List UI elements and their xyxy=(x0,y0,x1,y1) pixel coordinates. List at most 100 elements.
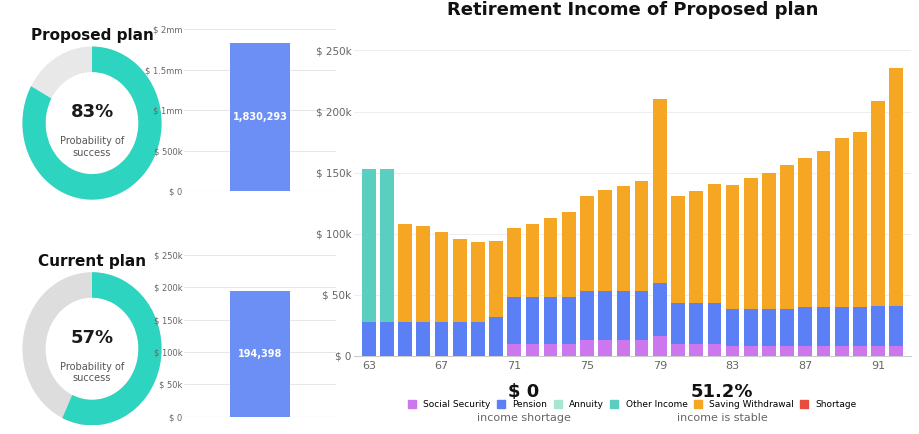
Bar xyxy=(489,317,503,356)
Title: Retirement Income of Proposed plan: Retirement Income of Proposed plan xyxy=(447,1,817,19)
Bar xyxy=(652,283,666,336)
Bar xyxy=(489,241,503,317)
Text: 1,830,293: 1,830,293 xyxy=(233,112,287,122)
Bar xyxy=(634,291,648,340)
Bar xyxy=(798,346,811,356)
Wedge shape xyxy=(22,46,162,200)
Wedge shape xyxy=(22,46,162,200)
Bar xyxy=(634,340,648,356)
Wedge shape xyxy=(62,272,162,425)
Text: income is stable: income is stable xyxy=(675,413,766,423)
Bar xyxy=(616,291,630,340)
Bar xyxy=(725,346,739,356)
Bar xyxy=(671,303,684,344)
Bar xyxy=(707,303,720,344)
Bar xyxy=(852,346,866,356)
Text: income shortage: income shortage xyxy=(476,413,571,423)
Bar xyxy=(230,43,289,191)
Text: 83%: 83% xyxy=(70,103,114,121)
Bar xyxy=(889,346,902,356)
Bar xyxy=(707,344,720,356)
Bar xyxy=(452,322,466,356)
Text: 51.2%: 51.2% xyxy=(690,383,753,401)
Bar xyxy=(543,344,557,356)
Bar xyxy=(434,322,448,356)
Bar xyxy=(889,306,902,346)
Bar xyxy=(688,303,702,344)
Bar xyxy=(398,224,412,322)
Bar xyxy=(761,309,775,346)
Text: Current plan: Current plan xyxy=(38,254,146,269)
Bar xyxy=(743,178,756,309)
Bar xyxy=(816,151,830,307)
Bar xyxy=(616,340,630,356)
Bar xyxy=(870,101,884,306)
Bar xyxy=(743,309,756,346)
Bar xyxy=(671,196,684,303)
Bar xyxy=(507,297,520,344)
Bar xyxy=(834,138,847,307)
Bar xyxy=(230,291,289,417)
Bar xyxy=(870,306,884,346)
Bar xyxy=(688,344,702,356)
Bar xyxy=(525,224,539,297)
Bar xyxy=(416,322,430,356)
Text: Proposed plan: Proposed plan xyxy=(30,28,153,43)
Text: Probability of
success: Probability of success xyxy=(60,136,124,158)
Text: Probability of
success: Probability of success xyxy=(60,362,124,383)
Bar xyxy=(562,212,575,297)
Bar xyxy=(798,158,811,307)
Bar xyxy=(725,185,739,309)
Bar xyxy=(725,309,739,346)
Bar xyxy=(761,173,775,309)
Bar xyxy=(525,297,539,344)
Bar xyxy=(798,307,811,346)
Bar xyxy=(652,99,666,283)
Bar xyxy=(543,297,557,344)
Bar xyxy=(816,346,830,356)
Bar xyxy=(380,322,393,356)
Bar xyxy=(834,307,847,346)
Bar xyxy=(597,340,611,356)
Bar xyxy=(471,322,484,356)
Bar xyxy=(580,196,593,291)
Bar xyxy=(779,309,793,346)
Bar xyxy=(543,218,557,297)
Wedge shape xyxy=(22,272,162,425)
Bar xyxy=(652,336,666,356)
Bar xyxy=(852,132,866,307)
Bar xyxy=(852,307,866,346)
Bar xyxy=(834,346,847,356)
Bar xyxy=(380,169,393,322)
Bar xyxy=(434,233,448,322)
Legend: Social Security, Pension, Annuity, Other Income, Saving Withdrawal, Shortage: Social Security, Pension, Annuity, Other… xyxy=(408,400,856,409)
Bar xyxy=(671,344,684,356)
Bar xyxy=(507,344,520,356)
Bar xyxy=(471,242,484,322)
Bar xyxy=(779,165,793,309)
Bar xyxy=(761,346,775,356)
Bar xyxy=(779,346,793,356)
Bar xyxy=(361,169,375,322)
Text: $ 0: $ 0 xyxy=(508,383,539,401)
Bar xyxy=(707,184,720,303)
Bar xyxy=(580,340,593,356)
Bar xyxy=(743,346,756,356)
Bar xyxy=(889,68,902,306)
Bar xyxy=(507,227,520,297)
Bar xyxy=(361,322,375,356)
Bar xyxy=(597,291,611,340)
Text: 194,398: 194,398 xyxy=(237,349,282,359)
Bar xyxy=(525,344,539,356)
Bar xyxy=(562,344,575,356)
Text: 57%: 57% xyxy=(71,329,113,347)
Bar xyxy=(634,181,648,291)
Bar xyxy=(870,346,884,356)
Bar xyxy=(580,291,593,340)
Bar xyxy=(616,186,630,291)
Bar xyxy=(597,190,611,291)
Bar xyxy=(688,191,702,303)
Bar xyxy=(452,239,466,322)
Bar xyxy=(398,322,412,356)
Bar xyxy=(816,307,830,346)
